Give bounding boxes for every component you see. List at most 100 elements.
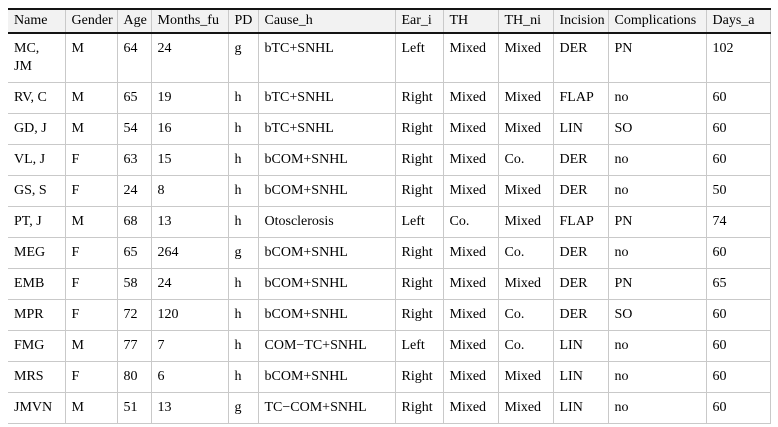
- table-cell: Mixed: [498, 268, 554, 300]
- table-cell: Mixed: [498, 361, 554, 393]
- table-cell: Right: [395, 237, 444, 269]
- table-row: MC, JM M 64 24 g bTC+SNHL Left Mixed Mixed DER PN 1…: [8, 33, 771, 83]
- table-cell: Mixed: [498, 82, 554, 114]
- table-cell: PN: [608, 33, 707, 83]
- table-cell: 68: [117, 206, 152, 238]
- table-cell: 13: [151, 206, 229, 238]
- table-row: VL, J F 63 15 h bCOM+SNHL Right Mixed Co. DER no 60: [8, 144, 771, 176]
- table-cell: Co.: [498, 237, 554, 269]
- table-cell: 16: [151, 113, 229, 145]
- table-cell: 13: [151, 392, 229, 424]
- table-cell: Right: [395, 144, 444, 176]
- table-row: MRS F 80 6 h bCOM+SNHL Right Mixed Mixed LIN no 60: [8, 361, 771, 393]
- column-header: Months_fu: [151, 8, 229, 34]
- table-cell: Otosclerosis: [258, 206, 396, 238]
- table-cell: LIN: [553, 113, 609, 145]
- table-cell: LIN: [553, 330, 609, 362]
- table-cell: Co.: [498, 299, 554, 331]
- table-cell: Mixed: [443, 268, 499, 300]
- table-cell: 50: [706, 175, 771, 207]
- table-cell: Mixed: [443, 144, 499, 176]
- table-cell: Mixed: [498, 33, 554, 83]
- column-header: TH_ni: [498, 8, 554, 34]
- table-cell: 65: [117, 237, 152, 269]
- table-cell: DER: [553, 33, 609, 83]
- table-cell: no: [608, 82, 707, 114]
- table-cell: 15: [151, 144, 229, 176]
- table-cell: F: [65, 299, 118, 331]
- column-header: TH: [443, 8, 499, 34]
- table-cell: DER: [553, 299, 609, 331]
- table-cell: h: [228, 144, 259, 176]
- table-cell: M: [65, 206, 118, 238]
- table-cell: bCOM+SNHL: [258, 299, 396, 331]
- table-cell: 60: [706, 392, 771, 424]
- table-cell: no: [608, 392, 707, 424]
- table-cell: bCOM+SNHL: [258, 361, 396, 393]
- table-cell: 60: [706, 144, 771, 176]
- table-cell: MPR: [8, 299, 66, 331]
- table-cell: 264: [151, 237, 229, 269]
- table-cell: DER: [553, 144, 609, 176]
- table-cell: 120: [151, 299, 229, 331]
- table-cell: RV, C: [8, 82, 66, 114]
- table-cell: Mixed: [443, 392, 499, 424]
- table-cell: COM−TC+SNHL: [258, 330, 396, 362]
- table-cell: 65: [706, 268, 771, 300]
- table-cell: PN: [608, 268, 707, 300]
- column-header: Incision: [553, 8, 609, 34]
- table-row: MPR F 72 120 h bCOM+SNHL Right Mixed Co. DER SO 60: [8, 299, 771, 331]
- table-cell: 51: [117, 392, 152, 424]
- table-cell: Mixed: [498, 175, 554, 207]
- patient-data-table-container: Name Gender Age Months_fu PD Cause_h Ear_i TH TH…: [8, 8, 771, 424]
- table-cell: Right: [395, 268, 444, 300]
- table-cell: MRS: [8, 361, 66, 393]
- table-cell: Mixed: [443, 33, 499, 83]
- table-cell: 19: [151, 82, 229, 114]
- table-cell: 60: [706, 299, 771, 331]
- table-cell: 60: [706, 237, 771, 269]
- table-cell: Mixed: [443, 237, 499, 269]
- table-cell: TC−COM+SNHL: [258, 392, 396, 424]
- table-cell: FLAP: [553, 82, 609, 114]
- table-cell: g: [228, 33, 259, 83]
- table-cell: Mixed: [443, 175, 499, 207]
- table-cell: h: [228, 113, 259, 145]
- table-cell: 77: [117, 330, 152, 362]
- table-cell: F: [65, 361, 118, 393]
- table-cell: 102: [706, 33, 771, 83]
- table-cell: VL, J: [8, 144, 66, 176]
- table-cell: PT, J: [8, 206, 66, 238]
- column-header: Days_a: [706, 8, 771, 34]
- table-cell: 24: [117, 175, 152, 207]
- table-cell: Co.: [498, 144, 554, 176]
- table-cell: Mixed: [443, 113, 499, 145]
- table-cell: SO: [608, 113, 707, 145]
- patient-table: Name Gender Age Months_fu PD Cause_h Ear_i TH TH…: [8, 8, 771, 424]
- table-cell: h: [228, 299, 259, 331]
- table-cell: Left: [395, 206, 444, 238]
- table-row: RV, C M 65 19 h bTC+SNHL Right Mixed Mixed FLAP no…: [8, 82, 771, 114]
- table-cell: Co.: [498, 330, 554, 362]
- table-cell: Right: [395, 175, 444, 207]
- table-cell: 7: [151, 330, 229, 362]
- table-cell: 65: [117, 82, 152, 114]
- table-cell: h: [228, 330, 259, 362]
- table-cell: M: [65, 113, 118, 145]
- table-cell: h: [228, 206, 259, 238]
- table-body: MC, JM M 64 24 g bTC+SNHL Left Mixed Mixed DER PN 1…: [8, 33, 771, 424]
- table-cell: Mixed: [498, 113, 554, 145]
- table-cell: Mixed: [498, 206, 554, 238]
- table-cell: Mixed: [443, 299, 499, 331]
- table-row: PT, J M 68 13 h Otosclerosis Left Co. Mixed FLAP P…: [8, 206, 771, 238]
- table-cell: bTC+SNHL: [258, 82, 396, 114]
- column-header: Gender: [65, 8, 118, 34]
- table-cell: Right: [395, 392, 444, 424]
- table-cell: M: [65, 330, 118, 362]
- table-cell: Mixed: [498, 392, 554, 424]
- table-cell: Mixed: [443, 82, 499, 114]
- table-cell: Mixed: [443, 330, 499, 362]
- column-header: Age: [117, 8, 152, 34]
- table-cell: DER: [553, 268, 609, 300]
- table-cell: EMB: [8, 268, 66, 300]
